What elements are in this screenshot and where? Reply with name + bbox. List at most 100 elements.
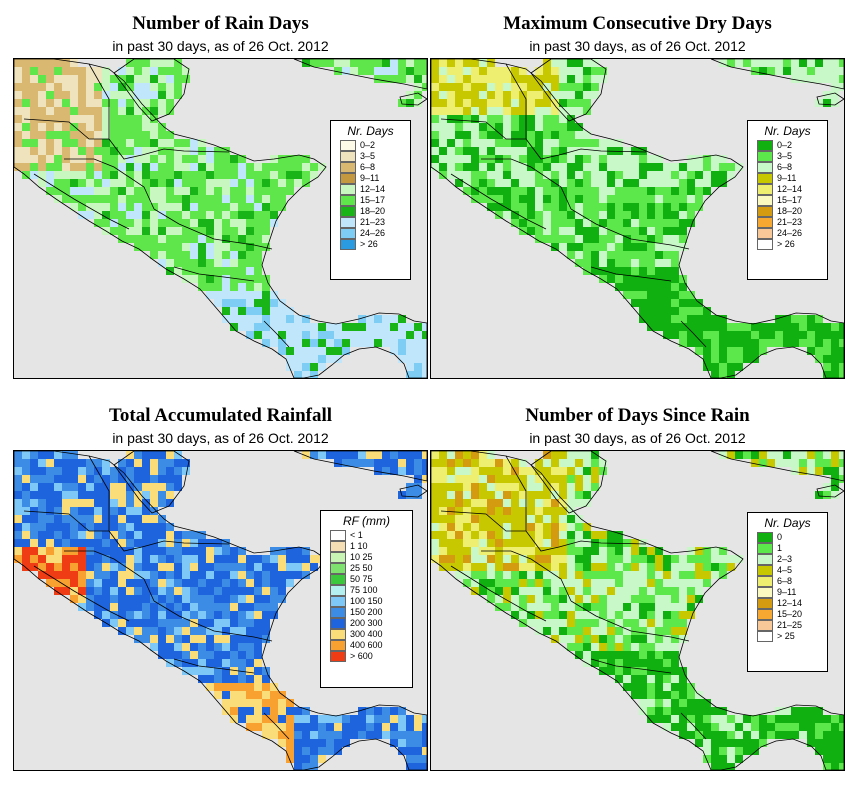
map-frame: Nr. Days 0 1 2–3 4–5 6–8 9–11 12–14 15–20 21–25 >… bbox=[430, 450, 845, 771]
legend-entry: 21–25 bbox=[748, 620, 827, 631]
legend-swatch bbox=[330, 563, 346, 574]
legend-entry: 1 10 bbox=[321, 541, 412, 552]
legend-label: 24–26 bbox=[360, 228, 386, 238]
legend-swatch bbox=[757, 620, 773, 631]
coastline bbox=[293, 451, 427, 482]
legend-label: 75 100 bbox=[350, 585, 378, 595]
legend-entry: 9–11 bbox=[331, 173, 410, 184]
legend-entry: 24–26 bbox=[331, 228, 410, 239]
legend-swatch bbox=[757, 206, 773, 217]
legend-entry: > 26 bbox=[331, 239, 410, 250]
map-grid-cells bbox=[14, 451, 427, 770]
legend-entry: 0–2 bbox=[331, 140, 410, 151]
legend-swatch bbox=[330, 651, 346, 662]
legend-swatch bbox=[330, 607, 346, 618]
legend-entry: 18–20 bbox=[748, 206, 827, 217]
legend-label: > 25 bbox=[777, 631, 795, 641]
map-grid-cells bbox=[431, 59, 844, 378]
legend-swatch bbox=[330, 552, 346, 563]
legend-label: 6–8 bbox=[777, 162, 793, 172]
legend-label: 18–20 bbox=[777, 206, 803, 216]
legend-label: 50 75 bbox=[350, 574, 373, 584]
legend-entry: > 600 bbox=[321, 651, 412, 662]
country-border bbox=[481, 550, 572, 602]
legend-label: 0 bbox=[777, 532, 783, 542]
legend-label: 2–3 bbox=[777, 554, 793, 564]
legend-swatch bbox=[340, 195, 356, 206]
legend-entry: 0–2 bbox=[748, 140, 827, 151]
legend-entry: 25 50 bbox=[321, 563, 412, 574]
map-grid-cells bbox=[431, 451, 844, 770]
legend-label: 15–17 bbox=[777, 195, 803, 205]
legend-entry: > 25 bbox=[748, 631, 827, 642]
legend-label: 15–20 bbox=[777, 609, 803, 619]
legend-entry: 300 400 bbox=[321, 629, 412, 640]
country-border bbox=[525, 138, 647, 160]
country-border bbox=[33, 173, 130, 230]
legend-swatch bbox=[757, 151, 773, 162]
coastline bbox=[710, 59, 844, 90]
legend-entry: 100 150 bbox=[321, 596, 412, 607]
map-days-since-rain bbox=[431, 451, 844, 770]
coastline bbox=[710, 451, 844, 482]
country-border bbox=[263, 712, 290, 740]
country-border bbox=[64, 550, 155, 602]
legend-entry: < 1 bbox=[321, 530, 412, 541]
legend-entry: 6–8 bbox=[748, 162, 827, 173]
legend-title: Nr. Days bbox=[764, 124, 811, 138]
legend-swatch bbox=[757, 554, 773, 565]
legend-swatch bbox=[757, 140, 773, 151]
country-border bbox=[450, 565, 547, 622]
country-border bbox=[153, 600, 273, 642]
coastline bbox=[399, 484, 427, 498]
legend-label: > 600 bbox=[350, 651, 373, 661]
legend-swatch bbox=[757, 587, 773, 598]
legend-swatch bbox=[340, 162, 356, 173]
country-border bbox=[33, 565, 130, 622]
legend-entry: 9–11 bbox=[748, 173, 827, 184]
panel-title: Maximum Consecutive Dry Days bbox=[503, 13, 772, 34]
legend-label: 21–23 bbox=[777, 217, 803, 227]
map-max-dry-days bbox=[431, 59, 844, 378]
legend-label: 200 300 bbox=[350, 618, 383, 628]
legend-label: < 1 bbox=[350, 530, 363, 540]
coastline bbox=[530, 451, 607, 514]
legend-swatch bbox=[340, 239, 356, 250]
legend-label: 9–11 bbox=[777, 587, 797, 597]
coastline bbox=[113, 451, 190, 514]
legend-label: 0–2 bbox=[777, 140, 793, 150]
panel-title: Number of Rain Days bbox=[132, 13, 309, 34]
legend-swatch bbox=[340, 228, 356, 239]
legend-swatch bbox=[757, 217, 773, 228]
legend-swatch bbox=[757, 532, 773, 543]
country-border bbox=[108, 530, 230, 552]
legend-entry: 1 bbox=[748, 543, 827, 554]
legend-label: 25 50 bbox=[350, 563, 373, 573]
legend-entry: 15–20 bbox=[748, 609, 827, 620]
legend-label: 4–5 bbox=[777, 565, 793, 575]
legend-label: > 26 bbox=[777, 239, 795, 249]
legend-label: 21–25 bbox=[777, 620, 803, 630]
legend-swatch bbox=[757, 565, 773, 576]
panel-subtitle: in past 30 days, as of 26 Oct. 2012 bbox=[529, 38, 746, 54]
legend-swatch bbox=[330, 530, 346, 541]
panel-title: Total Accumulated Rainfall bbox=[108, 405, 333, 426]
country-border bbox=[153, 208, 273, 250]
coastline bbox=[14, 59, 427, 378]
legend-entry: 12–14 bbox=[331, 184, 410, 195]
legend-swatch bbox=[757, 598, 773, 609]
legend-title: Nr. Days bbox=[347, 124, 394, 138]
legend-title: Nr. Days bbox=[764, 516, 811, 530]
map-frame: Nr. Days 0–2 3–5 6–8 9–11 12–14 15–17 18–20 21–… bbox=[13, 58, 428, 379]
map-rain-days bbox=[14, 59, 427, 378]
legend-label: 6–8 bbox=[777, 576, 793, 586]
country-border bbox=[173, 658, 255, 674]
coastline bbox=[399, 92, 427, 106]
legend-label: 15–17 bbox=[360, 195, 386, 205]
map-grid-cells bbox=[14, 59, 427, 378]
legend-label: 6–8 bbox=[360, 162, 376, 172]
legend-swatch bbox=[340, 217, 356, 228]
country-border bbox=[23, 455, 110, 532]
